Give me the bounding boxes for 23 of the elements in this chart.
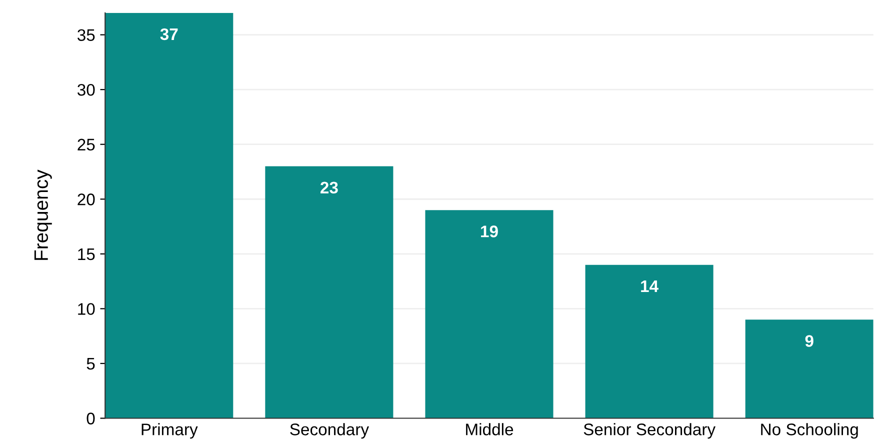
y-axis-title: Frequency: [34, 170, 52, 260]
bar: [425, 210, 554, 418]
x-tick-label: Primary: [142, 423, 198, 439]
y-tick-label: 25: [78, 138, 95, 151]
y-tick-label: 5: [86, 358, 95, 370]
y-tick-label: 20: [78, 194, 95, 206]
y-tick-label: 15: [78, 248, 95, 260]
bar: [745, 320, 874, 418]
x-tick-label: Middle: [466, 423, 514, 436]
bar: [265, 166, 394, 418]
y-tick-label: 30: [77, 84, 95, 96]
data-label: 19: [481, 226, 498, 238]
y-tick-label: 35: [77, 29, 95, 41]
x-tick-label: No Schooling: [761, 423, 858, 439]
data-label: 9: [805, 335, 814, 347]
x-tick-label: Secondary: [290, 423, 370, 439]
data-label: 37: [160, 28, 178, 40]
data-label: 14: [641, 280, 658, 292]
y-tick-label: 10: [78, 303, 95, 315]
bar: [585, 264, 714, 418]
data-label: 23: [320, 182, 338, 194]
x-tick-label: Senior Secondary: [584, 423, 716, 439]
y-tick-label: 0: [86, 412, 95, 424]
